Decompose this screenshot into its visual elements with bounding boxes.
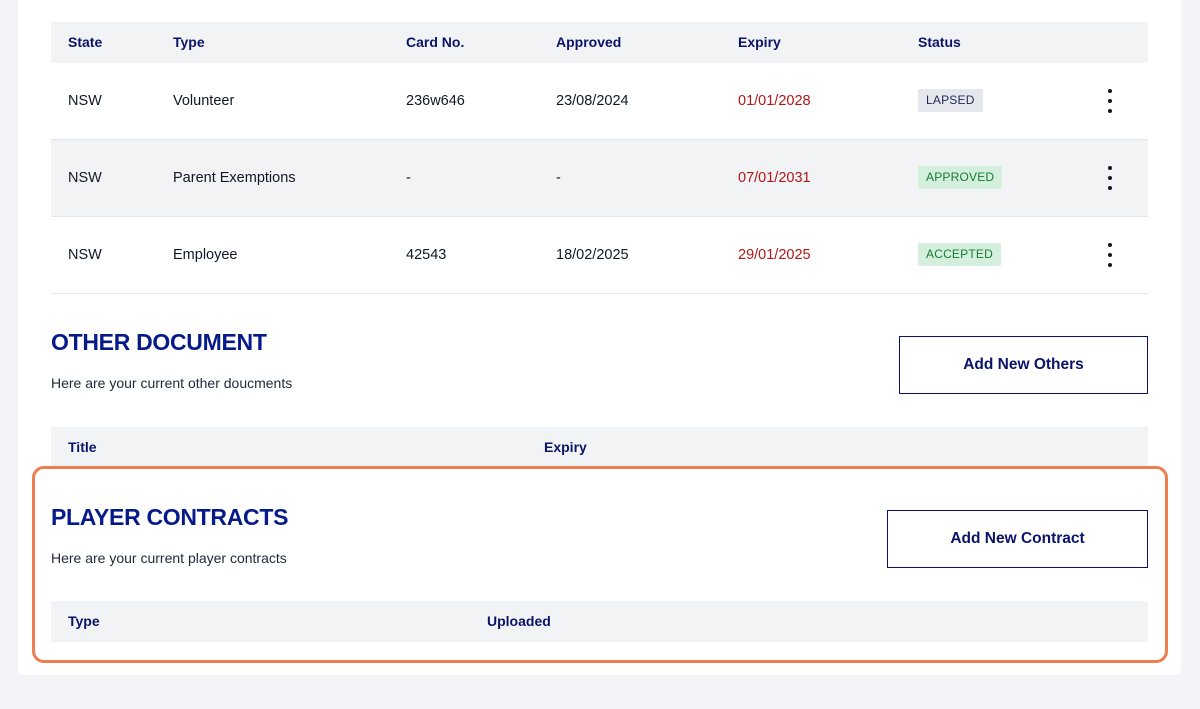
- header-type: Type: [68, 613, 100, 629]
- cell-state: NSW: [68, 247, 102, 263]
- header-expiry: Expiry: [544, 439, 587, 455]
- cell-expiry: 07/01/2031: [738, 170, 811, 186]
- header-approved: Approved: [556, 34, 622, 50]
- table-row: NSW Volunteer 236w646 23/08/2024 01/01/2…: [51, 63, 1148, 140]
- kebab-menu-icon[interactable]: [1101, 89, 1119, 113]
- header-type: Type: [173, 34, 205, 50]
- cell-approved: 18/02/2025: [556, 247, 629, 263]
- cell-type: Employee: [173, 247, 238, 263]
- status-badge: ACCEPTED: [918, 243, 1001, 266]
- player-contracts-table-header: Type Uploaded: [51, 601, 1148, 642]
- header-state: State: [68, 34, 103, 50]
- header-uploaded: Uploaded: [487, 613, 551, 629]
- add-new-contract-button[interactable]: Add New Contract: [887, 510, 1148, 568]
- cell-expiry: 01/01/2028: [738, 93, 811, 109]
- cell-approved: 23/08/2024: [556, 93, 629, 109]
- player-contracts-title: PLAYER CONTRACTS: [51, 504, 289, 530]
- other-document-table-header: Title Expiry: [51, 427, 1148, 468]
- cell-card-no: 42543: [406, 247, 447, 263]
- kebab-menu-icon[interactable]: [1101, 243, 1119, 267]
- kebab-menu-icon[interactable]: [1101, 166, 1119, 190]
- add-new-others-button[interactable]: Add New Others: [899, 336, 1148, 394]
- header-card-no: Card No.: [406, 34, 465, 50]
- cell-expiry: 29/01/2025: [738, 247, 811, 263]
- player-contracts-subtitle: Here are your current player contracts: [51, 550, 287, 566]
- cell-state: NSW: [68, 170, 102, 186]
- cell-card-no: 236w646: [406, 93, 465, 109]
- other-document-title: OTHER DOCUMENT: [51, 329, 267, 355]
- status-badge: LAPSED: [918, 89, 983, 112]
- cell-card-no: -: [406, 170, 411, 186]
- table-row: NSW Parent Exemptions - - 07/01/2031 APP…: [51, 140, 1148, 217]
- header-title: Title: [68, 439, 97, 455]
- cell-state: NSW: [68, 93, 102, 109]
- status-badge: APPROVED: [918, 166, 1003, 189]
- table-row: NSW Employee 42543 18/02/2025 29/01/2025…: [51, 217, 1148, 294]
- cell-approved: -: [556, 170, 561, 186]
- page-card: State Type Card No. Approved Expiry Stat…: [18, 0, 1181, 675]
- cell-type: Parent Exemptions: [173, 170, 296, 186]
- cards-table-header: State Type Card No. Approved Expiry Stat…: [51, 22, 1148, 63]
- header-expiry: Expiry: [738, 34, 781, 50]
- other-document-subtitle: Here are your current other doucments: [51, 375, 293, 391]
- header-status: Status: [918, 34, 961, 50]
- cell-type: Volunteer: [173, 93, 235, 109]
